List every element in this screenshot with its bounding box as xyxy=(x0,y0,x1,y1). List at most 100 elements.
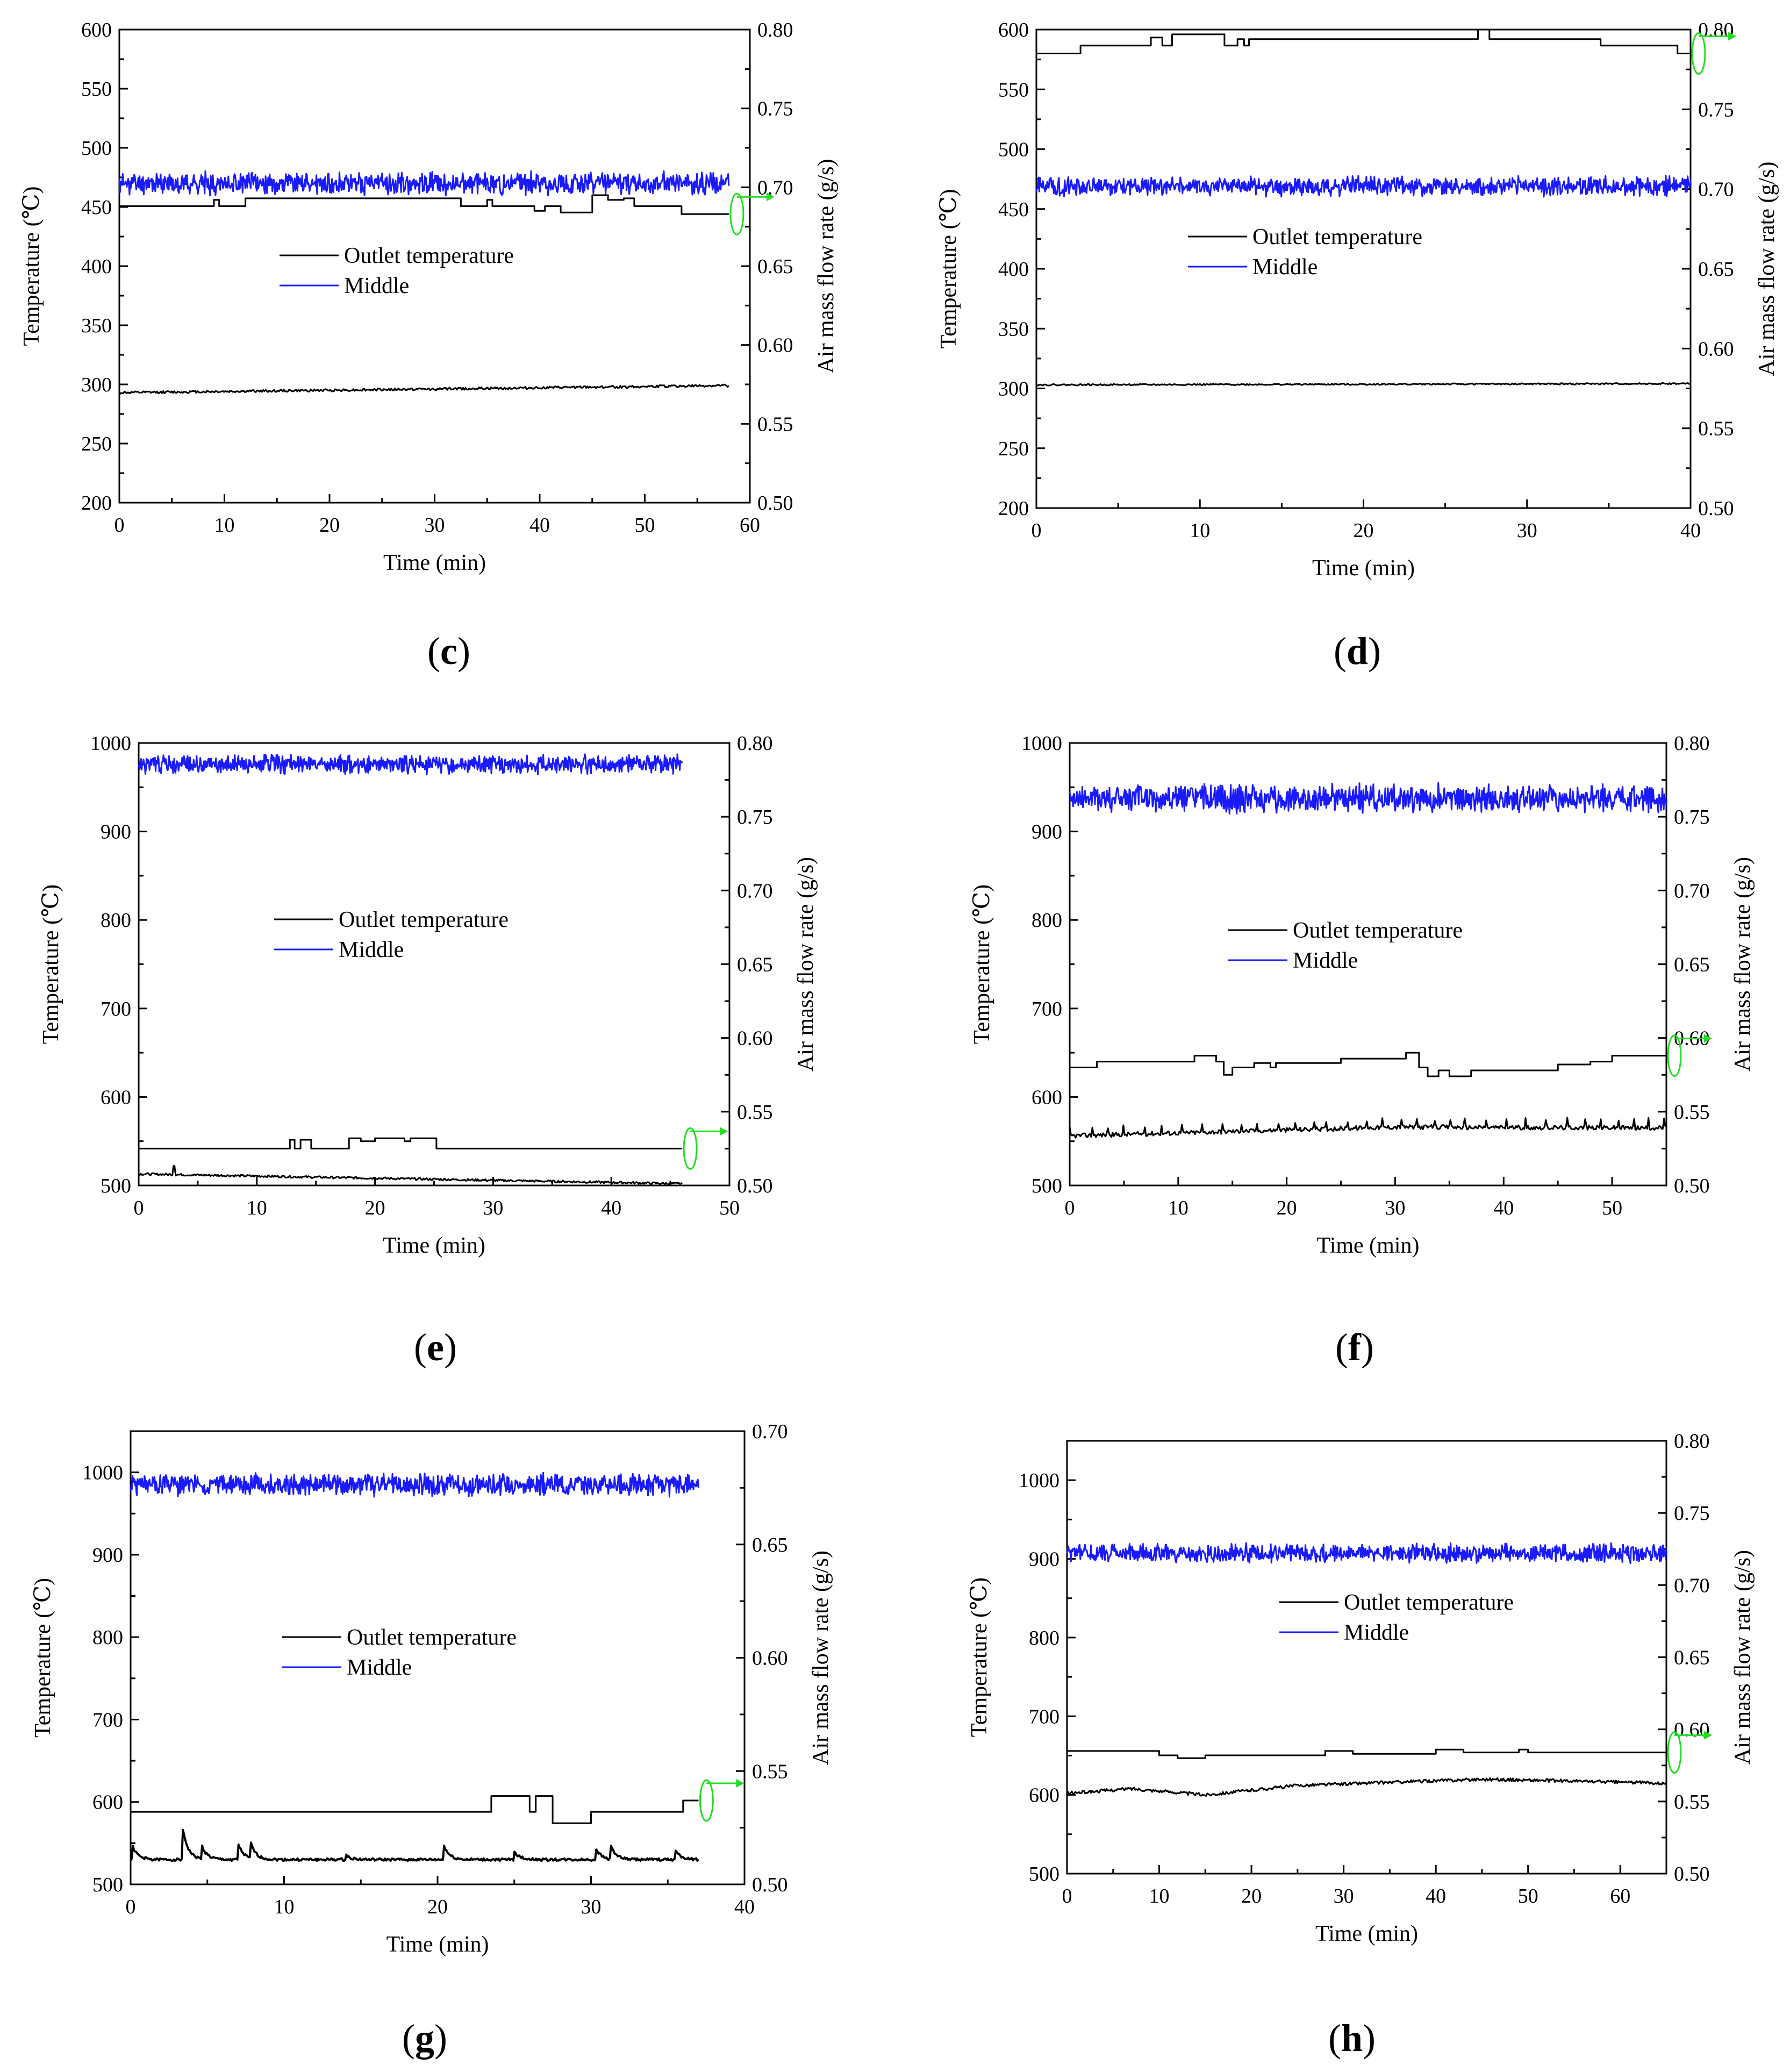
y2-axis-title: Air mass flow rate (g/s) xyxy=(814,159,839,374)
y-tick-label: 700 xyxy=(92,1709,123,1731)
plot-frame xyxy=(130,1430,746,1885)
y2-tick-label: 0.70 xyxy=(1674,1574,1710,1597)
y-axis-title: Temperature (℃) xyxy=(970,884,994,1044)
x-tick-label: 40 xyxy=(1680,519,1701,542)
x-tick-label: 40 xyxy=(529,514,550,537)
plot-frame xyxy=(138,742,731,1187)
y-tick-label: 550 xyxy=(998,78,1029,101)
y2-tick-label: 0.60 xyxy=(1698,338,1734,360)
legend-label: Outlet temperature xyxy=(339,908,509,932)
chart-panel-h: 0 10 20 30 40 50 60 500 600 700 800 900 1000 0.50 0.55… xyxy=(967,1430,1755,2060)
y2-tick-label: 0.75 xyxy=(1674,806,1710,828)
x-tick-label: 20 xyxy=(427,1896,448,1918)
y-tick-label: 900 xyxy=(101,821,131,844)
y-tick-label: 700 xyxy=(101,998,131,1020)
series-line-outlet-temperature xyxy=(118,383,729,395)
legend-label: Middle xyxy=(1293,948,1358,973)
series-line-air-mass-flow-rate xyxy=(131,1795,699,1824)
arrow-head-icon xyxy=(1704,1034,1712,1043)
y2-tick-label: 0.55 xyxy=(737,1101,773,1124)
x-tick-label: 0 xyxy=(126,1896,136,1918)
x-tick-label: 50 xyxy=(1602,1197,1622,1219)
y-tick-label: 1000 xyxy=(82,1462,123,1484)
series-line-outlet-temperature xyxy=(1066,1777,1667,1797)
x-tick-label: 60 xyxy=(740,514,760,537)
x-tick-label: 30 xyxy=(483,1197,503,1219)
panel-label-open: ( xyxy=(402,2017,415,2060)
y-tick-label: 900 xyxy=(1029,1548,1059,1571)
panel-label-open: ( xyxy=(427,630,440,673)
x-tick-label: 0 xyxy=(134,1197,144,1219)
y2-axis-title: Air mass flow rate (g/s) xyxy=(1755,162,1779,376)
y-axis-title: Temperature (℃) xyxy=(39,884,63,1044)
x-tick-label: 30 xyxy=(581,1896,602,1918)
y2-tick-label: 0.75 xyxy=(1674,1502,1710,1525)
x-tick-label: 30 xyxy=(425,514,445,537)
x-tick-label: 50 xyxy=(1518,1885,1538,1907)
y2-tick-label: 0.75 xyxy=(737,806,773,828)
panel-label-close: ) xyxy=(1363,2017,1376,2060)
series-line-middle xyxy=(1069,782,1667,815)
x-tick-label: 10 xyxy=(247,1197,267,1219)
chart-panel-g: 0 10 20 30 40 500 600 700 800 900 1000 0.50 0.55 0.60… xyxy=(31,1420,833,2060)
y2-tick-label: 0.70 xyxy=(1698,178,1734,201)
y2-axis-title: Air mass flow rate (g/s) xyxy=(793,857,818,1071)
x-tick-label: 20 xyxy=(319,514,340,537)
y-tick-label: 600 xyxy=(998,19,1029,41)
series-line-outlet-temperature xyxy=(1036,382,1691,387)
panel-label: (h) xyxy=(1328,2017,1376,2060)
y-tick-label: 500 xyxy=(1029,1863,1059,1885)
panel-label: (e) xyxy=(414,1326,457,1369)
y2-axis-title: Air mass flow rate (g/s) xyxy=(808,1551,833,1765)
y2-tick-label: 0.60 xyxy=(752,1647,788,1670)
x-axis-title: Time (min) xyxy=(1315,1921,1418,1946)
right-axis-marker-icon xyxy=(1667,1731,1682,1774)
y-tick-label: 500 xyxy=(998,139,1029,161)
right-axis-marker-icon xyxy=(1667,1034,1682,1077)
y-axis-title: Temperature (℃) xyxy=(967,1577,992,1737)
y2-tick-label: 0.50 xyxy=(752,1874,788,1896)
x-tick-label: 10 xyxy=(1190,519,1210,542)
chart-panel-c: 0 10 20 30 40 50 60 200 250 300 350 400 450 500 550 600… xyxy=(19,19,839,673)
x-axis-title: Time (min) xyxy=(386,1932,489,1957)
series-line-air-mass-flow-rate xyxy=(1036,28,1691,54)
plot-frame xyxy=(1066,1440,1667,1875)
y2-tick-label: 0.55 xyxy=(757,413,793,435)
y2-tick-label: 0.80 xyxy=(1674,732,1710,755)
y-tick-label: 400 xyxy=(998,258,1029,281)
y-tick-label: 1000 xyxy=(1019,1469,1059,1492)
series-line-outlet-temperature xyxy=(138,1165,683,1185)
arrow-head-icon xyxy=(1704,1731,1712,1740)
y-tick-label: 300 xyxy=(81,374,112,396)
x-tick-label: 0 xyxy=(114,514,125,537)
x-tick-label: 10 xyxy=(214,514,235,537)
y-tick-label: 900 xyxy=(92,1544,123,1567)
y2-tick-label: 0.80 xyxy=(757,19,793,41)
y-tick-label: 450 xyxy=(81,196,112,219)
x-tick-label: 30 xyxy=(1334,1885,1354,1907)
legend-label: Middle xyxy=(339,938,404,962)
right-axis-marker-icon xyxy=(1691,32,1706,75)
y2-tick-label: 0.75 xyxy=(757,98,793,120)
series-line-middle xyxy=(138,753,683,776)
x-tick-label: 20 xyxy=(1354,519,1374,542)
panel-label-close: ) xyxy=(444,1326,457,1369)
series-line-middle xyxy=(118,170,730,197)
y2-tick-label: 0.80 xyxy=(1698,19,1734,41)
panel-label-close: ) xyxy=(1368,630,1381,673)
y2-tick-label: 0.60 xyxy=(757,334,793,357)
arrow-head-icon xyxy=(720,1127,728,1136)
legend-label: Outlet temperature xyxy=(347,1625,517,1650)
right-axis-marker-icon xyxy=(699,1779,714,1822)
series-line-air-mass-flow-rate xyxy=(1067,1748,1666,1759)
y-tick-label: 400 xyxy=(81,255,112,278)
y2-tick-label: 0.80 xyxy=(1674,1430,1710,1453)
y-tick-label: 500 xyxy=(101,1175,131,1197)
panel-label: (d) xyxy=(1334,630,1381,673)
legend-label: Middle xyxy=(344,274,409,298)
y-tick-label: 200 xyxy=(81,492,112,515)
series-line-outlet-temperature xyxy=(130,1828,699,1862)
x-tick-label: 10 xyxy=(1168,1197,1188,1219)
x-axis-title: Time (min) xyxy=(383,1233,485,1258)
y2-tick-label: 0.55 xyxy=(1674,1791,1710,1813)
